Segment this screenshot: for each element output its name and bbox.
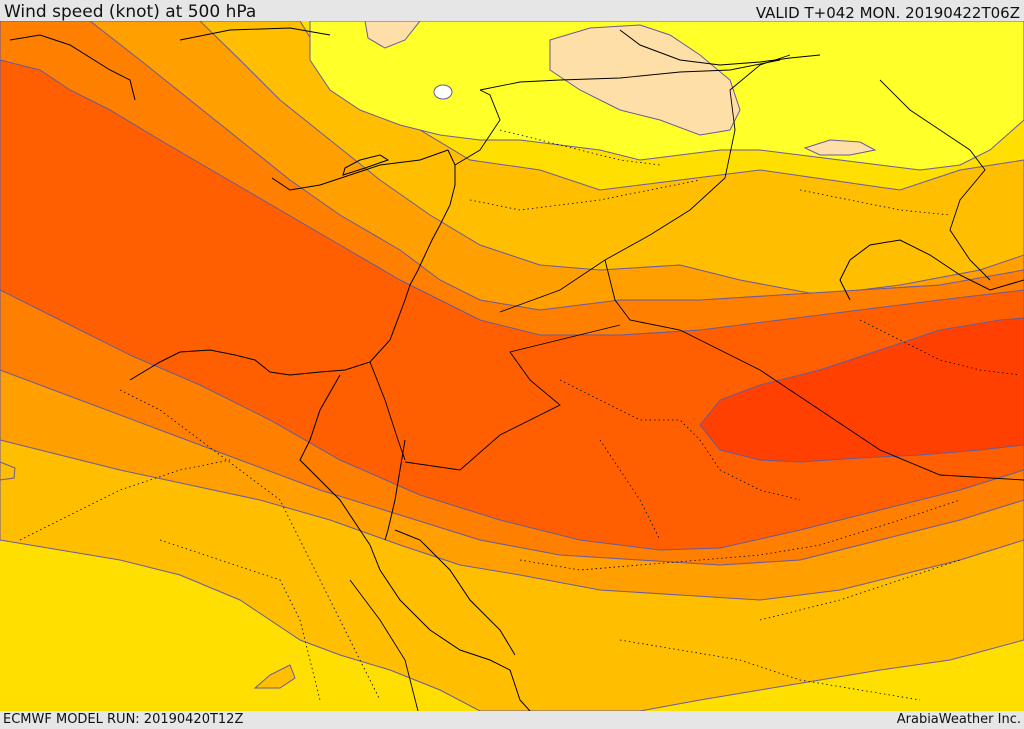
band-gold-edge [0,461,16,481]
model-run: ECMWF MODEL RUN: 20190420T12Z [3,712,244,727]
map-footer: ECMWF MODEL RUN: 20190420T12Z ArabiaWeat… [0,711,1024,729]
wind-speed-svg [0,21,1024,711]
map-header: Wind speed (knot) at 500 hPa VALID T+042… [0,0,1024,21]
coastlines [9,27,1024,711]
band-white-spot [433,84,453,100]
wind-speed-map [0,21,1024,711]
band-lowest-3 [803,139,877,156]
credit: ArabiaWeather Inc. [896,712,1021,727]
borders [349,54,1024,711]
band-lowest-2 [364,21,421,49]
band-lowest-1 [549,24,741,136]
admin-boundaries [19,129,1021,701]
band-amber-island [253,664,296,689]
band-red-orange [699,317,1024,463]
map-title: Wind speed (knot) at 500 hPa [4,2,257,22]
valid-time: VALID T+042 MON. 20190422T06Z [755,4,1020,22]
